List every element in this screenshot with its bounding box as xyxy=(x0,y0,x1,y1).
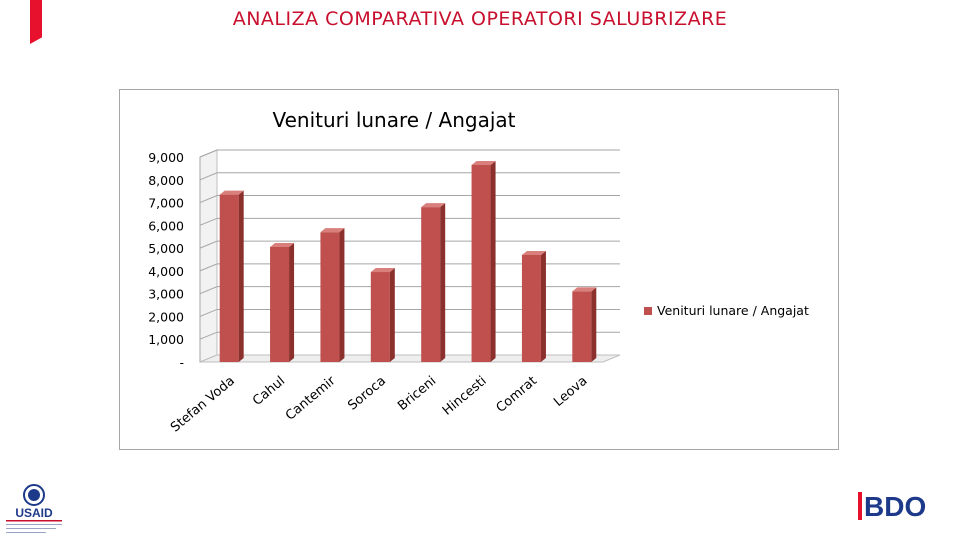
gridline xyxy=(199,195,620,204)
bar-side xyxy=(440,203,446,362)
x-tick-label: Briceni xyxy=(395,374,439,414)
bar-side xyxy=(289,242,295,362)
bdo-logo-text: BDO xyxy=(864,491,926,522)
bar xyxy=(521,254,541,362)
x-tick-label: Cahul xyxy=(250,374,288,409)
chart-frame: Venituri lunare / Angajat - 1,000 2,000 3,0… xyxy=(119,89,839,450)
bar xyxy=(320,232,340,362)
x-tick-label: Cantemir xyxy=(283,373,339,423)
usaid-logo-text: USAID xyxy=(15,506,53,520)
bdo-logo: BDO xyxy=(856,488,940,522)
bar xyxy=(421,207,441,362)
gridline xyxy=(199,263,620,272)
x-tick-label: Leova xyxy=(551,374,590,410)
bar-top xyxy=(320,228,345,233)
bar-top xyxy=(370,268,395,273)
side-wall xyxy=(199,149,218,363)
bar xyxy=(370,272,390,362)
gridline xyxy=(199,172,620,181)
x-tick-label: Soroca xyxy=(345,374,389,414)
accent-bar xyxy=(30,0,42,44)
bar xyxy=(219,194,239,362)
y-tick-label: 6,000 xyxy=(148,218,184,233)
bar-top xyxy=(572,287,597,292)
slide-title: ANALIZA COMPARATIVA OPERATORI SALUBRIZAR… xyxy=(232,8,728,30)
y-tick-label: - xyxy=(179,355,184,370)
bar-top xyxy=(521,250,546,255)
bar xyxy=(572,291,592,362)
bar-side xyxy=(490,160,496,362)
y-tick-label: 1,000 xyxy=(148,332,184,347)
gridline xyxy=(199,217,620,226)
bar-side xyxy=(339,228,345,362)
y-tick-label: 3,000 xyxy=(148,287,184,302)
bar-side xyxy=(389,268,395,362)
chart-floor xyxy=(199,354,621,363)
bar xyxy=(270,246,290,362)
y-tick-label: 5,000 xyxy=(148,241,184,256)
y-tick-label: 4,000 xyxy=(148,264,184,279)
gridline xyxy=(199,240,620,249)
y-tick-label: 9,000 xyxy=(148,150,184,165)
gridline xyxy=(199,308,620,317)
gridline xyxy=(199,331,620,340)
bar-side xyxy=(591,287,597,362)
legend-label: Venituri lunare / Angajat xyxy=(657,303,809,318)
x-tick-label: Stefan Voda xyxy=(168,374,238,436)
bar-side xyxy=(238,190,244,362)
usaid-logo: USAID xyxy=(0,478,80,540)
bar-top xyxy=(471,160,496,165)
bar-top xyxy=(270,242,295,247)
x-tick-label: Comrat xyxy=(494,374,540,416)
gridline xyxy=(199,286,620,295)
bar-chart: Venituri lunare / Angajat - 1,000 2,000 3,0… xyxy=(148,108,809,436)
y-tick-label: 7,000 xyxy=(148,196,184,211)
gridline xyxy=(199,149,620,158)
bar-side xyxy=(540,250,546,362)
bar-top xyxy=(219,190,244,195)
y-tick-label: 2,000 xyxy=(148,309,184,324)
x-tick-label: Hincesti xyxy=(440,374,490,419)
bar-top xyxy=(421,203,446,208)
legend-swatch xyxy=(644,307,652,315)
chart-title: Venituri lunare / Angajat xyxy=(273,108,516,132)
bar xyxy=(471,164,491,362)
y-tick-label: 8,000 xyxy=(148,173,184,188)
